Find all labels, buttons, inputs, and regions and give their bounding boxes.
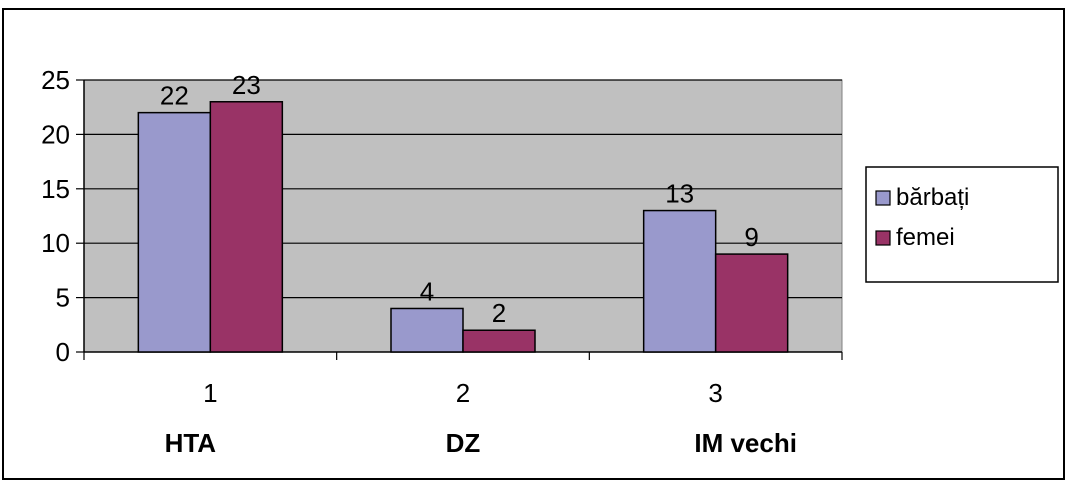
y-tick-label: 25 <box>41 65 70 95</box>
category-name-label: HTA <box>165 428 217 458</box>
bar-femei-2 <box>462 329 536 353</box>
y-tick-label: 0 <box>56 337 70 367</box>
bar-bărbați-2 <box>390 307 464 353</box>
y-tick-label: 15 <box>41 174 70 204</box>
data-label: 23 <box>232 70 261 100</box>
data-label: 2 <box>492 298 506 328</box>
legend: bărbați femei <box>865 166 1059 283</box>
x-tick-label: 1 <box>203 378 217 408</box>
legend-swatch <box>875 230 891 246</box>
y-tick-label: 10 <box>41 228 70 258</box>
legend-swatch <box>875 190 891 206</box>
bar-femei-1 <box>209 101 284 353</box>
legend-label: femei <box>896 224 955 251</box>
x-tick-label: 3 <box>708 378 722 408</box>
category-name-label: IM vechi <box>694 428 797 458</box>
legend-box <box>865 166 1059 283</box>
x-tick-label: 2 <box>456 378 470 408</box>
legend-label: bărbați <box>896 184 969 211</box>
bar-femei-3 <box>714 253 789 353</box>
data-label: 4 <box>420 276 434 306</box>
data-label: 22 <box>160 81 189 111</box>
y-tick-label: 20 <box>41 119 70 149</box>
data-label: 13 <box>665 179 694 209</box>
y-tick-label: 5 <box>56 283 70 313</box>
bar-bărbați-3 <box>642 209 717 353</box>
bar-bărbați-1 <box>137 111 212 353</box>
data-label: 9 <box>744 222 758 252</box>
category-name-label: DZ <box>446 428 481 458</box>
